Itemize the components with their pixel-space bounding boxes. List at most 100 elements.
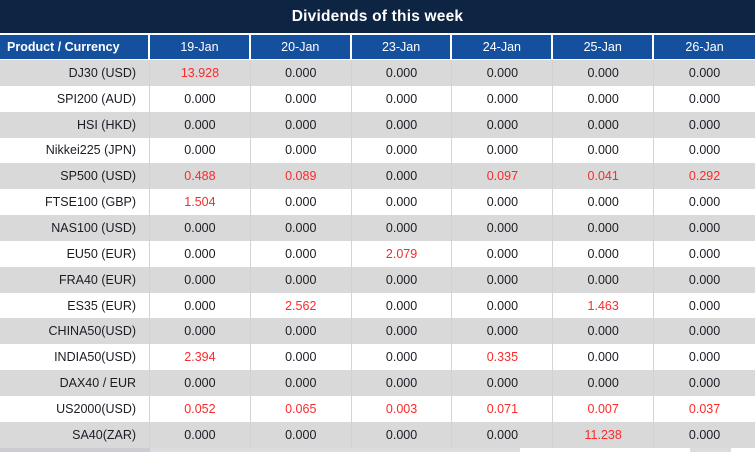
product-cell: SP500 (USD) bbox=[0, 163, 151, 190]
value-cell: 0.000 bbox=[654, 370, 755, 396]
value-cell: 2.079 bbox=[351, 240, 453, 267]
value-cell: 0.000 bbox=[250, 266, 352, 293]
value-cell: 0.000 bbox=[351, 421, 453, 448]
value-cell: 0.000 bbox=[452, 266, 554, 293]
table-row: HSI (HKD) 0.000 0.000 0.000 0.000 0.000 0.000 bbox=[0, 111, 755, 138]
bottom-strip-left bbox=[0, 447, 150, 452]
value-cell: 0.000 bbox=[452, 318, 554, 345]
table-row: SA40(ZAR) 0.000 0.000 0.000 0.000 11.238 0.000 bbox=[0, 421, 755, 448]
value-cell: 0.000 bbox=[654, 215, 755, 241]
value-cell: 0.000 bbox=[351, 215, 453, 241]
value-cell: 2.562 bbox=[250, 292, 352, 319]
header-row: Product / Currency 19-Jan 20-Jan 23-Jan 24-… bbox=[0, 35, 755, 60]
value-cell: 0.000 bbox=[250, 370, 352, 396]
value-cell: 0.000 bbox=[452, 292, 554, 319]
value-cell: 11.238 bbox=[553, 421, 655, 448]
column-header-product: Product / Currency bbox=[0, 35, 151, 60]
value-cell: 0.089 bbox=[250, 163, 352, 190]
value-cell: 0.000 bbox=[553, 111, 655, 138]
value-cell: 0.000 bbox=[351, 111, 453, 138]
value-cell: 0.000 bbox=[553, 215, 655, 241]
value-cell: 1.463 bbox=[553, 292, 655, 319]
value-cell: 0.065 bbox=[250, 395, 352, 422]
value-cell: 0.000 bbox=[250, 60, 352, 86]
product-cell: HSI (HKD) bbox=[0, 111, 151, 138]
product-cell: CHINA50(USD) bbox=[0, 318, 151, 345]
value-cell: 0.000 bbox=[654, 344, 755, 371]
product-cell: Nikkei225 (JPN) bbox=[0, 137, 151, 164]
value-cell: 0.000 bbox=[250, 111, 352, 138]
value-cell: 0.000 bbox=[452, 85, 554, 112]
table-row: DAX40 / EUR 0.000 0.000 0.000 0.000 0.000 0.00… bbox=[0, 370, 755, 396]
value-cell: 0.000 bbox=[351, 344, 453, 371]
value-cell: 0.000 bbox=[654, 292, 755, 319]
column-header-date: 20-Jan bbox=[250, 35, 352, 60]
table-row: US2000(USD) 0.052 0.065 0.003 0.071 0.007 0.03… bbox=[0, 395, 755, 422]
value-cell: 0.000 bbox=[150, 266, 251, 293]
value-cell: 0.037 bbox=[654, 395, 755, 422]
table-row: Nikkei225 (JPN) 0.000 0.000 0.000 0.000 0.000… bbox=[0, 137, 755, 164]
value-cell: 0.000 bbox=[250, 421, 352, 448]
dividends-table: Product / Currency 19-Jan 20-Jan 23-Jan 24-… bbox=[0, 35, 755, 448]
product-cell: FRA40 (EUR) bbox=[0, 266, 151, 293]
product-cell: DAX40 / EUR bbox=[0, 370, 151, 396]
value-cell: 0.000 bbox=[452, 215, 554, 241]
product-cell: SA40(ZAR) bbox=[0, 421, 151, 448]
table-row: EU50 (EUR) 0.000 0.000 2.079 0.000 0.000 0.000 bbox=[0, 240, 755, 267]
value-cell: 0.000 bbox=[654, 137, 755, 164]
table-body: DJ30 (USD) 13.928 0.000 0.000 0.000 0.000 0.00… bbox=[0, 60, 755, 448]
table-row: SPI200 (AUD) 0.000 0.000 0.000 0.000 0.000 0.0… bbox=[0, 85, 755, 112]
table-row: INDIA50(USD) 2.394 0.000 0.000 0.335 0.000 0.0… bbox=[0, 344, 755, 371]
value-cell: 0.000 bbox=[452, 370, 554, 396]
table-row: DJ30 (USD) 13.928 0.000 0.000 0.000 0.000 0.00… bbox=[0, 60, 755, 86]
value-cell: 0.000 bbox=[351, 60, 453, 86]
page-title: Dividends of this week bbox=[291, 7, 464, 25]
value-cell: 0.000 bbox=[452, 240, 554, 267]
value-cell: 0.000 bbox=[553, 85, 655, 112]
value-cell: 0.071 bbox=[452, 395, 554, 422]
value-cell: 0.000 bbox=[150, 215, 251, 241]
bottom-strip-highlight bbox=[520, 447, 690, 452]
value-cell: 0.488 bbox=[150, 163, 251, 190]
value-cell: 0.097 bbox=[452, 163, 554, 190]
title-separator bbox=[0, 33, 755, 35]
value-cell: 0.000 bbox=[150, 318, 251, 345]
value-cell: 0.000 bbox=[250, 189, 352, 216]
value-cell: 0.000 bbox=[654, 111, 755, 138]
value-cell: 0.000 bbox=[553, 266, 655, 293]
value-cell: 0.000 bbox=[250, 137, 352, 164]
column-header-date: 23-Jan bbox=[351, 35, 453, 60]
value-cell: 0.000 bbox=[654, 421, 755, 448]
table-header: Product / Currency 19-Jan 20-Jan 23-Jan 24-… bbox=[0, 35, 755, 60]
value-cell: 0.000 bbox=[150, 240, 251, 267]
value-cell: 0.000 bbox=[553, 240, 655, 267]
value-cell: 0.000 bbox=[553, 370, 655, 396]
column-header-date: 26-Jan bbox=[654, 35, 755, 60]
product-cell: US2000(USD) bbox=[0, 395, 151, 422]
value-cell: 0.000 bbox=[250, 85, 352, 112]
value-cell: 0.003 bbox=[351, 395, 453, 422]
value-cell: 0.000 bbox=[351, 85, 453, 112]
column-header-date: 19-Jan bbox=[150, 35, 251, 60]
table-row: FTSE100 (GBP) 1.504 0.000 0.000 0.000 0.000 0.… bbox=[0, 189, 755, 216]
bottom-strip bbox=[0, 447, 755, 452]
title-bar: Dividends of this week bbox=[0, 0, 755, 33]
value-cell: 0.000 bbox=[452, 60, 554, 86]
product-cell: EU50 (EUR) bbox=[0, 240, 151, 267]
value-cell: 0.000 bbox=[150, 137, 251, 164]
column-header-date: 25-Jan bbox=[553, 35, 655, 60]
table-row: FRA40 (EUR) 0.000 0.000 0.000 0.000 0.000 0.00… bbox=[0, 266, 755, 293]
product-cell: ES35 (EUR) bbox=[0, 292, 151, 319]
value-cell: 0.000 bbox=[351, 137, 453, 164]
value-cell: 0.000 bbox=[553, 60, 655, 86]
value-cell: 0.000 bbox=[150, 111, 251, 138]
table-row: ES35 (EUR) 0.000 2.562 0.000 0.000 1.463 0.000 bbox=[0, 292, 755, 319]
value-cell: 2.394 bbox=[150, 344, 251, 371]
value-cell: 0.000 bbox=[351, 370, 453, 396]
value-cell: 0.000 bbox=[452, 137, 554, 164]
value-cell: 0.000 bbox=[351, 189, 453, 216]
value-cell: 0.000 bbox=[654, 240, 755, 267]
value-cell: 1.504 bbox=[150, 189, 251, 216]
value-cell: 0.000 bbox=[351, 318, 453, 345]
value-cell: 0.000 bbox=[250, 344, 352, 371]
